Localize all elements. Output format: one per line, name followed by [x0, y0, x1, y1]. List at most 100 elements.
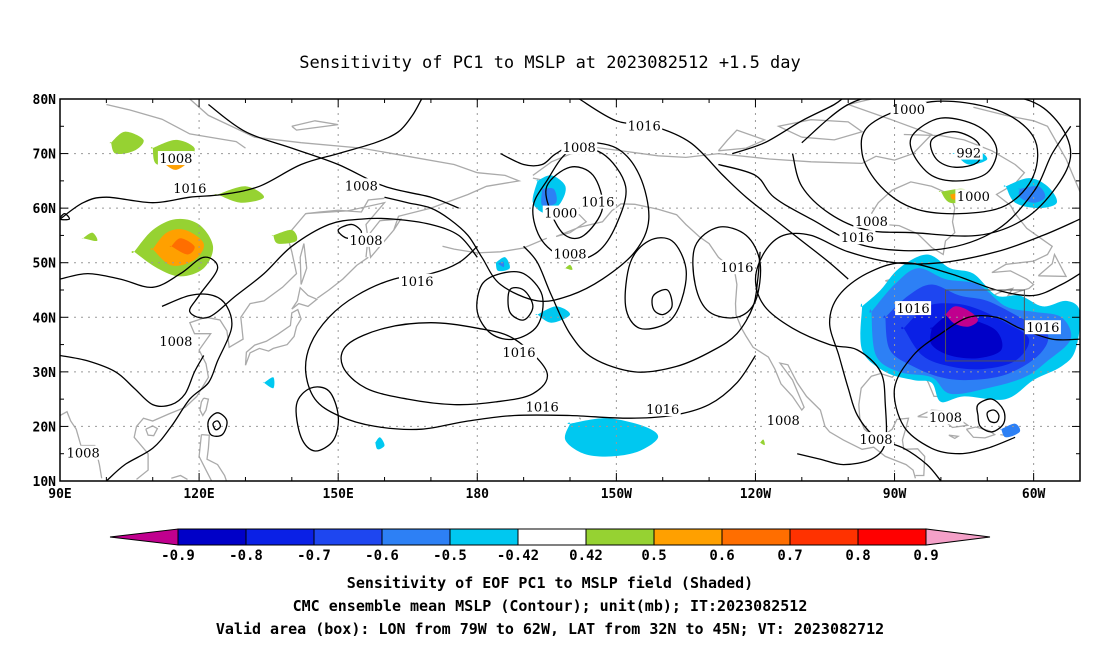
lat-label: 20N: [33, 420, 57, 435]
coastline-segment: [291, 120, 339, 131]
contour-label-text: 1008: [67, 447, 100, 462]
lat-lon-grid: [60, 99, 1080, 481]
colorbar-label: 0.6: [709, 548, 734, 564]
colorbar-cell: [177, 528, 247, 546]
sensitivity-region: [564, 418, 659, 457]
coastline-segment: [578, 417, 582, 420]
footer-line-1: Sensitivity of EOF PC1 to MSLP field (Sh…: [347, 574, 753, 592]
contour-label-text: 1016: [628, 119, 661, 134]
mslp-contour: [295, 386, 340, 452]
colorbar-label: 0.7: [777, 548, 802, 564]
mslp-contour: [929, 131, 982, 168]
contour-label: 1016: [626, 118, 663, 134]
footer-line-3: Valid area (box): LON from 79W to 62W, L…: [216, 620, 884, 638]
contour-label: 1016: [895, 301, 932, 317]
sensitivity-region: [759, 439, 765, 446]
colorbar-cell: [653, 528, 723, 546]
contour-label-bg: [895, 301, 932, 316]
contour-label-bg: [765, 412, 802, 427]
colorbar-cell: [585, 528, 655, 546]
longitude-labels: 90E 120E 150E 180 150W 120W 90W 60W: [48, 487, 1045, 502]
contour-label-bg: [501, 344, 537, 359]
axis-ticks: [59, 98, 1081, 482]
contour-label-bg: [1024, 320, 1061, 335]
colorbar-cell: [381, 528, 451, 546]
lon-label: 150W: [601, 487, 632, 502]
mslp-contour: [523, 245, 761, 373]
contour-label: 1016: [399, 273, 435, 290]
sensitivity-region: [930, 314, 1003, 359]
colorbar-label: 0.8: [845, 548, 870, 564]
contour-label: 1000: [890, 101, 927, 118]
mslp-contour: [207, 412, 228, 437]
contour-label: 1008: [157, 333, 194, 350]
colorbar-label: -0.42: [497, 548, 539, 564]
contour-label: 1008: [552, 246, 588, 263]
contour-label-text: 1016: [400, 275, 433, 290]
lon-label: 120W: [740, 487, 771, 502]
contour-label-text: 1016: [720, 261, 753, 276]
sensitivity-region: [81, 232, 98, 242]
contour-label-text: 1008: [159, 335, 192, 350]
contour-label-bg: [858, 432, 894, 447]
sensitivity-region: [109, 131, 144, 155]
lon-label: 150E: [323, 487, 354, 502]
lat-label: 10N: [33, 475, 57, 490]
latitude-labels: 80N 70N 60N 50N 40N 30N 20N 10N: [33, 93, 57, 490]
mslp-contours: [60, 99, 1080, 481]
contour-label-text: 1008: [929, 411, 962, 426]
contour-label: 1016: [644, 402, 681, 418]
contour-label-bg: [839, 230, 876, 245]
contour-label-bg: [157, 151, 194, 166]
mslp-contour: [208, 103, 459, 209]
contour-label: 1008: [343, 178, 380, 194]
lat-label: 50N: [33, 257, 57, 272]
contour-label: 1008: [927, 410, 964, 426]
colorbar-cell: [449, 528, 519, 546]
coastline-segment: [948, 434, 960, 440]
coastline-segment: [532, 99, 933, 176]
contour-label-text: 1016: [173, 182, 206, 197]
mslp-contour: [732, 99, 844, 155]
coastline-segment: [717, 129, 767, 152]
coastline-segment: [299, 243, 308, 285]
footer-line-2: CMC ensemble mean MSLP (Contour); unit(m…: [293, 597, 808, 615]
lon-label: 90E: [48, 487, 71, 502]
mslp-contour: [60, 99, 423, 220]
contour-label-bg: [524, 399, 561, 414]
contour-label-text: 1008: [553, 248, 586, 263]
colorbar-cell: [857, 528, 927, 546]
colorbar-cell: [789, 528, 859, 546]
coastline-segment: [965, 426, 997, 439]
contour-label-text: 1016: [646, 403, 679, 418]
coastline-segment: [1037, 252, 1068, 278]
contour-label-bg: [626, 118, 663, 133]
colorbar-min-triangle: [109, 528, 179, 546]
mslp-contour: [60, 212, 71, 221]
lon-label: 60W: [1022, 487, 1046, 502]
mslp-contour: [212, 420, 222, 431]
coastline-segment: [442, 237, 548, 254]
sensitivity-region: [271, 229, 298, 244]
contour-label-text: 1008: [349, 234, 382, 249]
coastline-segment: [60, 410, 103, 479]
contour-label-bg: [927, 410, 964, 425]
contour-label-bg: [954, 145, 983, 160]
coastline-segment: [244, 308, 302, 366]
contour-label-text: 1016: [1026, 321, 1059, 336]
contour-label-bg: [399, 273, 435, 288]
contour-label-text: 1008: [345, 179, 378, 194]
contour-label-bg: [644, 402, 681, 417]
sensitivity-shading: [81, 131, 1080, 457]
lat-label: 70N: [33, 148, 57, 163]
contour-label-text: 1016: [897, 302, 930, 317]
sensitivity-region: [564, 264, 573, 270]
mslp-contour: [476, 270, 544, 341]
contour-label: 1008: [157, 151, 194, 167]
mslp-contour: [860, 100, 1039, 215]
mslp-contour: [893, 314, 1080, 455]
contour-label-bg: [348, 232, 384, 247]
contour-label-bg: [955, 189, 992, 204]
colorbar-label: -0.8: [229, 548, 263, 564]
